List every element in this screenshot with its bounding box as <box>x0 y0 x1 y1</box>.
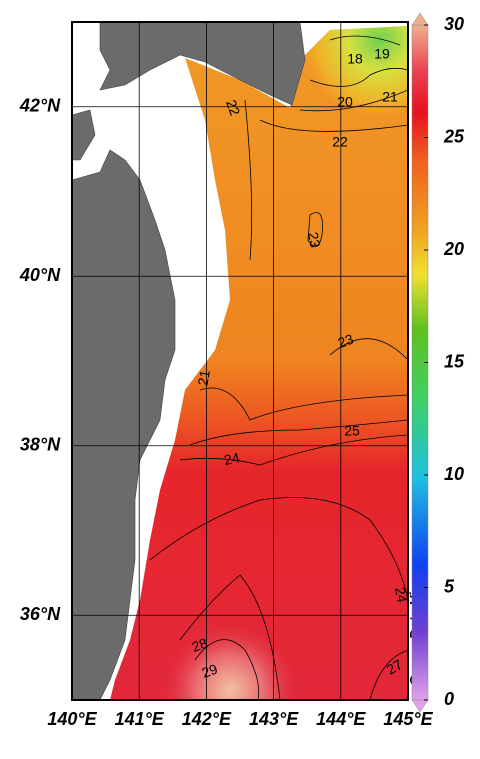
colorbar-tick-label: 5 <box>444 576 455 596</box>
contour-label: 27 <box>384 656 406 678</box>
contour-label: 21 <box>382 89 398 105</box>
colorbar-tick-label: 0 <box>444 689 454 709</box>
contour-label: 23 <box>305 231 323 249</box>
colorbar-tick-label: 10 <box>444 464 464 484</box>
land <box>71 21 306 701</box>
colorbar-cap <box>411 12 429 26</box>
y-tick-label: 38°N <box>20 435 61 455</box>
colorbar-tick-label: 30 <box>444 14 464 34</box>
contour-label: 19 <box>374 46 390 62</box>
y-tick-label: 36°N <box>20 604 61 624</box>
contour-label: 18 <box>347 51 363 67</box>
x-tick-label: 144°E <box>316 709 366 729</box>
x-tick-label: 141°E <box>115 709 165 729</box>
colorbar: 0 5 10 15 20 25 30 <box>411 12 465 713</box>
colorbar-tick-label: 20 <box>443 239 464 259</box>
colorbar-tick-label: 15 <box>444 351 465 371</box>
contour-label: 20 <box>337 94 353 110</box>
contour-label: 24 <box>223 449 241 467</box>
contour-label: 24 <box>392 586 410 604</box>
contour-label: 25 <box>344 423 360 439</box>
contour-label: 29 <box>200 661 220 681</box>
x-tick-label: 140°E <box>47 709 97 729</box>
x-tick-label: 145°E <box>383 709 433 729</box>
contour-label: 22 <box>223 98 243 118</box>
x-tick-label: 142°E <box>182 709 232 729</box>
y-tick-label: 42°N <box>19 96 61 116</box>
contour-label: 23 <box>336 331 356 351</box>
contour-label: 28 <box>190 635 210 655</box>
y-tick-label: 40°N <box>19 265 61 285</box>
contour-label: 22 <box>332 134 348 150</box>
contour-label: 21 <box>194 369 212 387</box>
x-tick-label: 143°E <box>249 709 299 729</box>
map-frame <box>71 21 409 701</box>
colorbar-tick-label: 25 <box>443 126 465 146</box>
colorbar-cap <box>411 699 429 713</box>
